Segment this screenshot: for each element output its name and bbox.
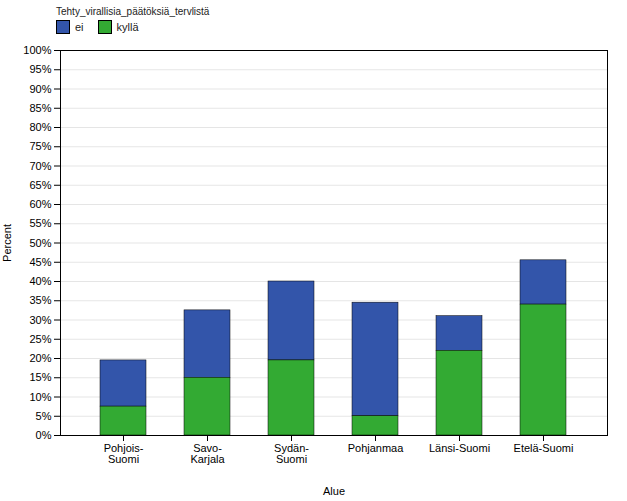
html-text:Tehty_virallisia_päätöksiä_ter: Tehty_virallisia_päätöksiä_tervlistä [56, 6, 210, 17]
svg-text:Alue: Alue [323, 485, 345, 497]
svg-text:55%: 55% [29, 217, 51, 229]
svg-text:65%: 65% [29, 179, 51, 191]
html-text:kyllä: kyllä [116, 21, 139, 33]
svg-text:Pohjois-Suomi: Pohjois-Suomi [104, 442, 144, 465]
svg-text:90%: 90% [29, 83, 51, 95]
svg-text:30%: 30% [29, 314, 51, 326]
svg-text:60%: 60% [29, 198, 51, 210]
svg-text:Pohjanmaa: Pohjanmaa [348, 442, 405, 454]
svg-text:10%: 10% [29, 391, 51, 403]
svg-text:85%: 85% [29, 102, 51, 114]
svg-text:20%: 20% [29, 352, 51, 364]
svg-text:Etelä-Suomi: Etelä-Suomi [514, 442, 574, 454]
svg-text:70%: 70% [29, 160, 51, 172]
svg-text:95%: 95% [29, 63, 51, 75]
svg-text:80%: 80% [29, 121, 51, 133]
svg-text:15%: 15% [29, 371, 51, 383]
svg-text:0%: 0% [36, 429, 52, 441]
svg-text:75%: 75% [29, 140, 51, 152]
svg-text:5%: 5% [36, 410, 52, 422]
svg-text:Länsi-Suomi: Länsi-Suomi [429, 442, 490, 454]
svg-text:35%: 35% [29, 294, 51, 306]
svg-text:50%: 50% [29, 237, 51, 249]
svg-text:100%: 100% [23, 44, 51, 56]
svg-text:Percent: Percent [1, 224, 13, 262]
svg-text:25%: 25% [29, 333, 51, 345]
svg-text:40%: 40% [29, 275, 51, 287]
svg-text:Savo-Karjala: Savo-Karjala [190, 442, 225, 465]
html-text:ei: ei [75, 21, 84, 33]
svg-text:Sydän-Suomi: Sydän-Suomi [274, 442, 309, 465]
svg-text:45%: 45% [29, 256, 51, 268]
